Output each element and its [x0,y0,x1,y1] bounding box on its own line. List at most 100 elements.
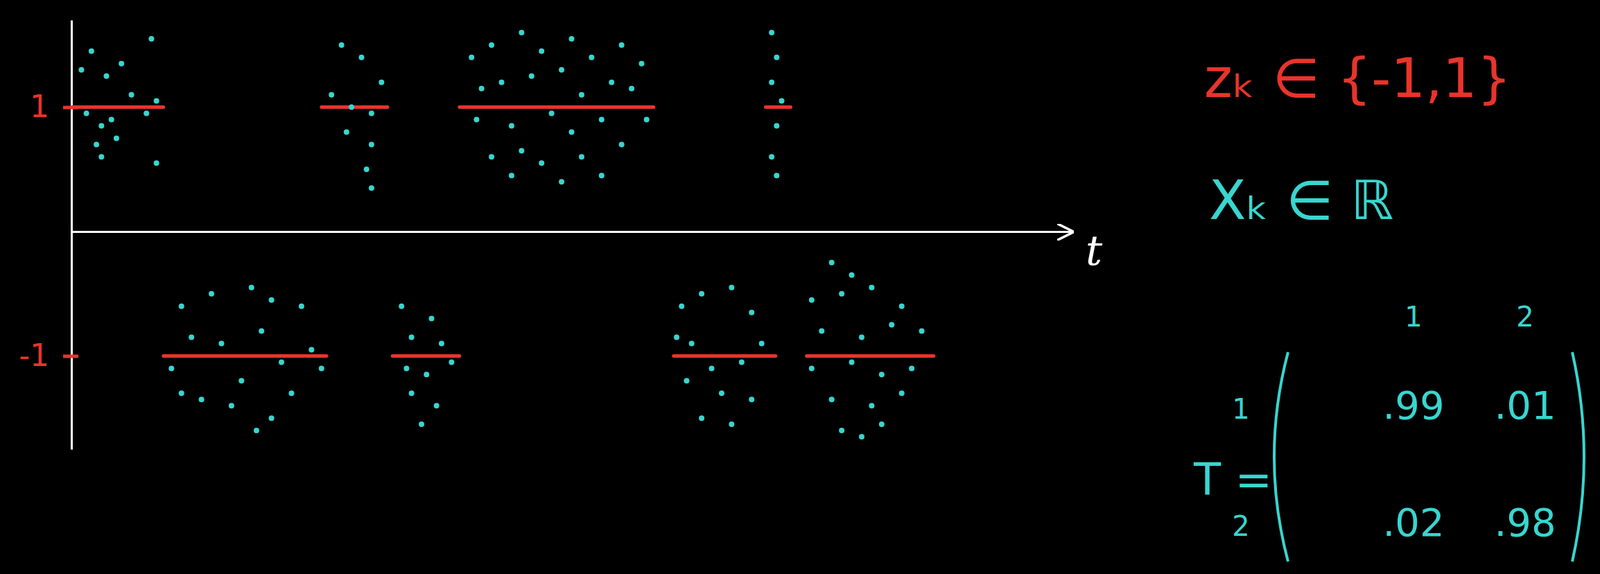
y-tick: 1 [29,88,79,125]
observation-point [308,346,315,353]
observation-point [899,390,905,396]
y-axis: -1 1 [18,20,79,450]
observation-point [218,340,224,346]
observation-point [403,365,410,371]
y-tick: -1 [18,337,79,373]
observation-point [398,303,405,310]
observation-point [143,110,150,117]
observation-point [608,79,615,86]
observation-point [838,427,845,434]
observation-point [818,328,825,335]
observation-point [238,377,245,384]
observation-point [829,259,835,266]
y-tick-label: 1 [29,88,50,125]
observation-point [118,61,125,67]
observation-point [113,135,120,141]
y-axis-line [70,20,73,450]
observation-point [103,73,110,80]
observation-point [569,36,575,42]
y-tick-mark [63,354,79,358]
observation-point [253,427,260,434]
observation-point [518,29,525,36]
observation-point [148,36,154,42]
observation-point [479,85,485,92]
observation-point [879,421,885,428]
state-line [71,107,934,357]
observation-point [328,92,335,98]
observation-point [128,92,135,98]
observation-point [879,371,885,378]
x-axis-line [72,230,1073,233]
observation-point [809,297,815,303]
matrix-col-label: 2 [1516,300,1534,333]
observation-point [768,153,775,160]
observation-point [298,303,305,310]
observation-point [418,421,425,428]
observation-point [153,98,160,104]
observation-point [188,334,195,341]
observation-point [619,42,625,48]
observation-point [868,284,875,291]
observation-point [528,73,535,80]
observation-point [868,402,875,409]
transition-matrix: T =1212.99.01.02.98 [1193,300,1585,562]
y-tick-label: -1 [18,337,50,373]
observation-point [644,117,650,123]
observation-point [919,328,925,335]
observation-point [858,433,865,440]
observation-point [93,141,100,147]
observation-point [619,141,625,147]
observation-point [488,153,495,160]
observation-point [473,117,480,123]
observation-point [549,110,555,117]
observation-point [438,340,445,346]
observation-point [343,128,350,135]
observation-point [508,123,515,129]
observation-point [268,297,275,303]
observation-point [348,104,355,111]
observation-point [423,371,430,378]
matrix-cell: .98 [1493,499,1556,545]
observation-point [639,61,645,67]
plot-area [71,29,934,440]
observation-point [468,54,475,61]
observation-point [698,415,705,421]
observation-point [318,365,325,371]
observation-point [578,153,585,160]
observation-point [773,123,780,129]
observation-point [258,328,265,335]
observation-point [678,303,685,310]
observation-point [849,359,855,365]
observation-point [748,309,755,316]
matrix-cell: .01 [1493,382,1556,428]
matrix-col-label: 1 [1404,300,1422,333]
observation-point [428,316,434,322]
observation-point [268,415,275,421]
matrix-row-label: 1 [1231,393,1250,425]
annotation: zₖ ∈ {-1,1} [1204,47,1512,110]
observation-point [278,359,285,365]
x-axis-title: t [1085,225,1103,275]
observation-point [518,147,525,154]
observation-point [98,153,104,160]
observation-point [673,334,680,341]
matrix-cell: .02 [1382,499,1445,545]
canvas: t-11zₖ ∈ {-1,1}Xₖ ∈ ℝT =1212.99.01.02.98 [0,0,1600,574]
observation-point [168,365,175,371]
observation-point [779,98,785,104]
observation-point [689,340,695,346]
background [0,0,1600,574]
observation-point [773,172,780,179]
observation-point [508,172,515,179]
observation-point [498,79,504,86]
observation-point [773,54,780,61]
observation-point [683,377,690,384]
observation-point [709,365,715,371]
observation-point [368,185,375,191]
observation-point [908,365,915,371]
observation-point [288,390,294,396]
observation-point [228,402,235,409]
observation-point [858,334,865,341]
observation-point [538,48,545,55]
observation-point [829,396,835,403]
